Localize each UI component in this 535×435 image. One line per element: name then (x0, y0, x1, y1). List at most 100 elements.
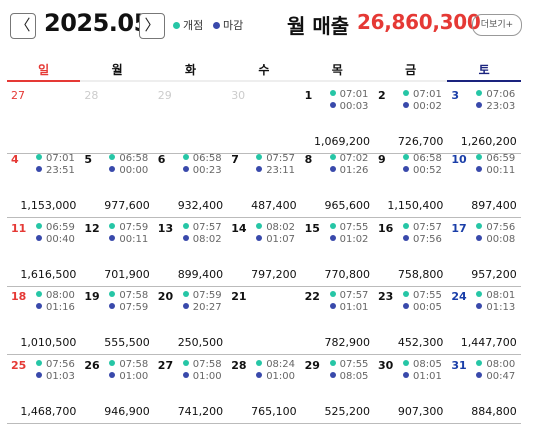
open-dot-icon (476, 360, 483, 366)
close-dot-icon (36, 372, 42, 378)
calendar-day-cell[interactable]: 1 07:01 00:03 1,069,200 (301, 87, 374, 153)
calendar-day-cell[interactable]: 30 08:05 01:01 907,300 (374, 357, 447, 423)
daily-sales-amount: 946,900 (104, 405, 150, 418)
calendar-day-cell[interactable]: 28 08:24 01:00 765,100 (227, 357, 300, 423)
open-time: 06:58 (119, 153, 149, 164)
open-time: 06:59 (46, 222, 75, 233)
store-hours: 07:59 00:11 (109, 222, 148, 246)
legend-close: 마감 (213, 17, 243, 33)
calendar-day-cell[interactable]: 8 07:02 01:26 965,600 (301, 151, 374, 217)
close-dot-icon (182, 303, 189, 309)
close-time: 00:00 (119, 165, 149, 176)
store-hours: 07:55 01:02 (329, 222, 369, 246)
close-dot-icon (109, 372, 116, 378)
close-time: 01:00 (266, 371, 296, 382)
prev-month-button[interactable]: 〈 (10, 13, 36, 39)
day-number: 30 (231, 89, 246, 102)
calendar-day-cell[interactable]: 30 (227, 87, 300, 153)
calendar-day-cell[interactable]: 22 07:57 01:01 782,900 (301, 288, 374, 354)
calendar-day-cell[interactable]: 23 07:55 00:05 452,300 (374, 288, 447, 354)
calendar-day-cell[interactable]: 17 07:56 00:08 957,200 (447, 220, 520, 286)
open-dot-icon (403, 154, 409, 160)
open-time: 08:00 (46, 290, 75, 301)
more-button[interactable]: 더보기+ (472, 14, 522, 36)
calendar-day-cell[interactable]: 21 (227, 288, 300, 354)
calendar-day-cell[interactable]: 10 06:59 00:11 897,400 (447, 151, 520, 217)
close-time: 00:05 (413, 302, 442, 313)
store-hours: 08:01 01:13 (476, 290, 515, 314)
close-time: 01:01 (339, 302, 369, 313)
calendar-day-cell[interactable]: 13 07:57 08:02 899,400 (154, 220, 227, 286)
calendar-day-cell[interactable]: 19 07:58 07:59 555,500 (80, 288, 153, 354)
day-number: 18 (11, 290, 27, 303)
store-hours: 07:57 07:56 (403, 222, 442, 246)
open-dot-icon (403, 291, 409, 297)
calendar-day-cell[interactable]: 29 07:55 08:05 525,200 (301, 357, 374, 423)
calendar-day-cell[interactable]: 14 08:02 01:07 797,200 (227, 220, 300, 286)
day-number: 24 (451, 290, 467, 303)
calendar-day-cell[interactable]: 11 06:59 00:40 1,616,500 (7, 220, 80, 286)
open-time: 08:00 (486, 359, 516, 370)
open-dot-icon (403, 360, 409, 366)
calendar-day-cell[interactable]: 25 07:56 01:03 1,468,700 (7, 357, 80, 423)
calendar-day-cell[interactable]: 6 06:58 00:23 932,400 (154, 151, 227, 217)
calendar-day-cell[interactable]: 4 07:01 23:51 1,153,000 (7, 151, 80, 217)
calendar-day-cell[interactable]: 20 07:59 20:27 250,500 (154, 288, 227, 354)
open-time: 07:57 (192, 222, 222, 233)
daily-sales-amount: 1,069,200 (314, 135, 370, 148)
daily-sales-amount: 741,200 (177, 405, 224, 418)
weekday-sun: 일 (7, 60, 81, 82)
calendar-day-cell[interactable]: 15 07:55 01:02 770,800 (301, 220, 374, 286)
close-dot-icon (109, 303, 116, 309)
store-hours: 07:58 07:59 (109, 290, 148, 314)
daily-sales-amount: 758,800 (397, 268, 444, 281)
calendar-day-cell[interactable]: 24 08:01 01:13 1,447,700 (447, 288, 520, 354)
calendar-day-cell[interactable]: 27 07:58 01:00 741,200 (154, 357, 227, 423)
calendar-header: 〈 2025.05 〉 개점 마감 월 매출 26,860,300 더보기+ (0, 0, 535, 50)
open-dot-icon (329, 291, 336, 297)
close-dot-icon (329, 102, 336, 108)
calendar-day-cell[interactable]: 2 07:01 00:02 726,700 (374, 87, 447, 153)
calendar-day-cell[interactable]: 27 (7, 87, 80, 153)
calendar-day-cell[interactable]: 31 08:00 00:47 884,800 (447, 357, 520, 423)
store-hours: 08:05 01:01 (403, 359, 442, 383)
next-month-button[interactable]: 〉 (139, 13, 165, 39)
weekday-sat: 토 (447, 60, 521, 82)
calendar-day-cell[interactable]: 16 07:57 07:56 758,800 (374, 220, 447, 286)
calendar-day-cell[interactable]: 7 07:57 23:11 487,400 (227, 151, 300, 217)
store-hours: 07:55 00:05 (403, 290, 442, 314)
daily-sales-amount: 957,200 (471, 268, 517, 281)
open-time: 08:02 (266, 222, 296, 233)
open-time: 06:58 (192, 153, 222, 164)
store-hours: 07:56 01:03 (36, 359, 75, 383)
calendar-week-row: 18 08:00 01:16 1,010,500 19 07:58 07:59 555,500… (7, 288, 521, 355)
calendar-day-cell[interactable]: 28 (80, 87, 153, 153)
calendar-day-cell[interactable]: 3 07:06 23:03 1,260,200 (447, 87, 520, 153)
close-dot-icon (329, 166, 336, 172)
daily-sales-amount: 765,100 (251, 405, 297, 418)
calendar-day-cell[interactable]: 5 06:58 00:00 977,600 (80, 151, 153, 217)
close-time: 00:40 (46, 234, 75, 245)
daily-sales-amount: 797,200 (251, 268, 297, 281)
store-hours: 07:57 23:11 (256, 153, 295, 177)
store-hours: 06:58 00:00 (109, 153, 148, 177)
open-time: 06:58 (413, 153, 442, 164)
day-number: 1 (304, 89, 313, 102)
day-number: 28 (231, 359, 247, 372)
open-time: 07:55 (339, 222, 369, 233)
day-number: 27 (157, 359, 174, 372)
daily-sales-amount: 1,616,500 (20, 268, 77, 281)
calendar-day-cell[interactable]: 9 06:58 00:52 1,150,400 (374, 151, 447, 217)
close-dot-icon (476, 372, 483, 378)
open-dot-icon (329, 154, 336, 160)
calendar-day-cell[interactable]: 26 07:58 01:00 946,900 (80, 357, 153, 423)
open-dot-icon (182, 360, 189, 366)
calendar-day-cell[interactable]: 29 (154, 87, 227, 153)
calendar-day-cell[interactable]: 12 07:59 00:11 701,900 (80, 220, 153, 286)
calendar-day-cell[interactable]: 18 08:00 01:16 1,010,500 (7, 288, 80, 354)
day-number: 10 (451, 153, 467, 166)
store-hours: 07:56 00:08 (476, 222, 515, 246)
weekday-mon: 월 (80, 60, 154, 82)
open-dot-icon (403, 90, 409, 96)
close-dot-icon (182, 372, 189, 378)
